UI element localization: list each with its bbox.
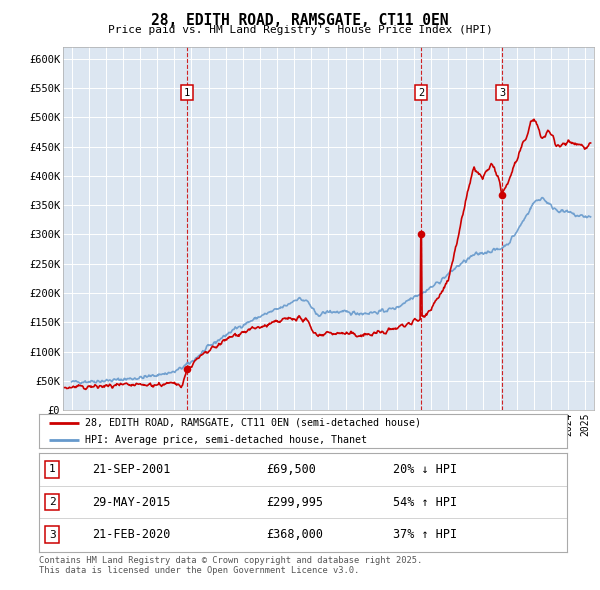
- Text: 2: 2: [49, 497, 56, 507]
- Text: 3: 3: [49, 530, 56, 540]
- Text: 28, EDITH ROAD, RAMSGATE, CT11 0EN: 28, EDITH ROAD, RAMSGATE, CT11 0EN: [151, 13, 449, 28]
- Text: Price paid vs. HM Land Registry's House Price Index (HPI): Price paid vs. HM Land Registry's House …: [107, 25, 493, 35]
- Text: Contains HM Land Registry data © Crown copyright and database right 2025.
This d: Contains HM Land Registry data © Crown c…: [39, 556, 422, 575]
- Text: 54% ↑ HPI: 54% ↑ HPI: [393, 496, 457, 509]
- Text: 1: 1: [49, 464, 56, 474]
- Text: 1: 1: [184, 87, 190, 97]
- Text: 37% ↑ HPI: 37% ↑ HPI: [393, 528, 457, 541]
- Text: £299,995: £299,995: [266, 496, 323, 509]
- Text: HPI: Average price, semi-detached house, Thanet: HPI: Average price, semi-detached house,…: [85, 435, 367, 445]
- Text: 2: 2: [418, 87, 424, 97]
- Text: £69,500: £69,500: [266, 463, 316, 476]
- Text: 21-SEP-2001: 21-SEP-2001: [92, 463, 170, 476]
- Text: 3: 3: [499, 87, 505, 97]
- Text: 29-MAY-2015: 29-MAY-2015: [92, 496, 170, 509]
- Text: 21-FEB-2020: 21-FEB-2020: [92, 528, 170, 541]
- Text: 20% ↓ HPI: 20% ↓ HPI: [393, 463, 457, 476]
- Text: £368,000: £368,000: [266, 528, 323, 541]
- Text: 28, EDITH ROAD, RAMSGATE, CT11 0EN (semi-detached house): 28, EDITH ROAD, RAMSGATE, CT11 0EN (semi…: [85, 418, 421, 428]
